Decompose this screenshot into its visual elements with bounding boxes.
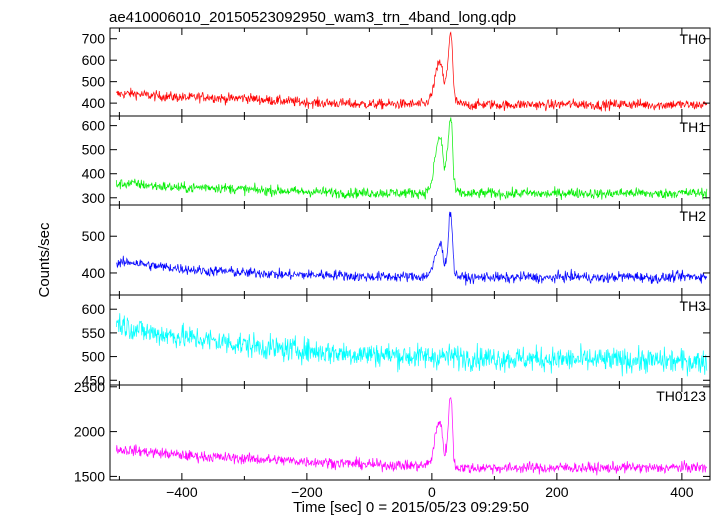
y-tick-label: 400 [82,265,106,281]
x-tick-label: 200 [545,484,569,500]
series-line-th1 [115,117,708,201]
panel-th1: 300 400 500 600 TH1 [82,115,711,206]
y-tick-label: 700 [82,31,106,47]
y-tick-label: 500 [82,142,106,158]
panel-th3: 450 500 550 600 TH3 [82,294,711,388]
series-line-th2 [116,211,708,286]
series-line-th3 [115,313,708,377]
y-axis-label: Counts/sec [36,222,53,298]
y-tick-label: 2500 [74,379,105,395]
y-tick-label: 2000 [74,424,105,440]
series-line-th0123 [115,396,708,476]
x-tick-label: 0 [428,484,436,500]
y-tick-label: 600 [82,52,106,68]
band-label-th0: TH0 [680,31,707,47]
y-tick-label: 450 [82,372,106,388]
band-label-th0123: TH0123 [656,388,706,404]
panel-th0: 400 500 600 700 TH0 [82,27,711,117]
x-tick-label: −200 [291,484,323,500]
chart-title: ae410006010_20150523092950_wam3_trn_4ban… [109,9,516,26]
panel-frame [109,384,711,481]
series-line-th0 [116,31,708,112]
y-tick-label: 300 [82,190,106,206]
y-tick-label: 600 [82,118,106,134]
y-tick-label: 500 [82,349,106,365]
panel-th2: 400 500 TH2 [82,204,711,296]
x-tick-label: −400 [166,484,198,500]
y-tick-label: 500 [82,74,106,90]
y-tick-label: 1500 [74,468,105,484]
y-tick-label: 400 [82,95,106,111]
band-label-th1: TH1 [680,119,707,135]
y-tick-label: 550 [82,325,106,341]
panel-frame [109,204,711,296]
panel-th0123: 1500 2000 2500 TH0123 −400 −200 0 200 400 [74,379,711,500]
band-label-th2: TH2 [680,208,707,224]
y-tick-label: 600 [82,301,106,317]
band-label-th3: TH3 [680,298,707,314]
y-tick-label: 500 [82,228,106,244]
x-tick-label: 400 [670,484,694,500]
y-tick-label: 400 [82,166,106,182]
x-axis-label: Time [sec] 0 = 2015/05/23 09:29:50 [293,499,529,516]
